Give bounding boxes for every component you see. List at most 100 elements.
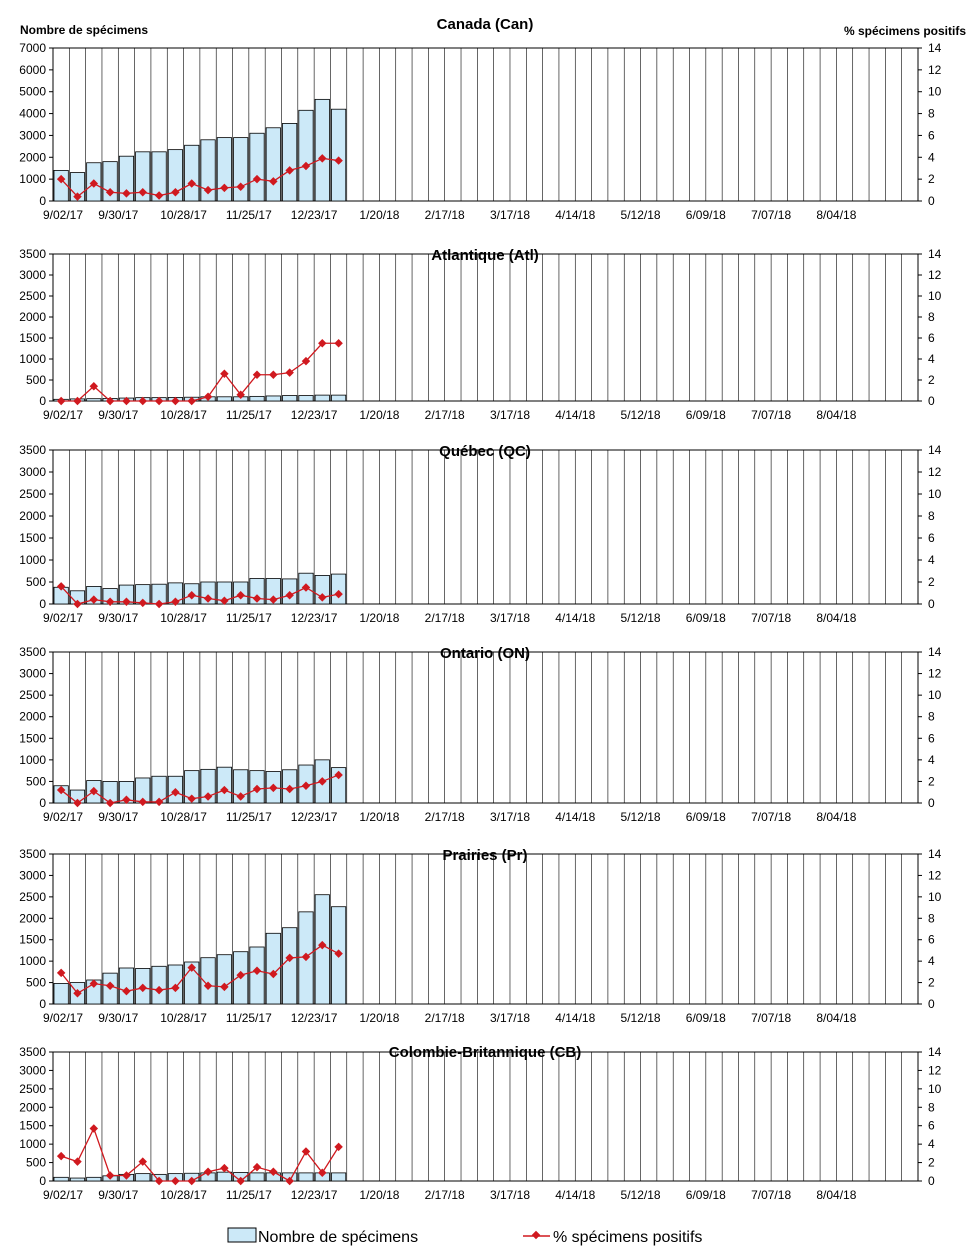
x-tick-label: 5/12/18 <box>621 1011 661 1025</box>
positivity-marker <box>269 1167 278 1177</box>
x-tick-label: 4/14/18 <box>555 1011 595 1025</box>
positivity-marker <box>203 392 213 402</box>
y2-tick-label: 6 <box>928 933 935 947</box>
bar <box>233 137 249 202</box>
x-tick-label: 1/20/18 <box>359 611 399 625</box>
x-tick-label: 9/30/17 <box>98 1188 138 1202</box>
x-tick-label: 6/09/18 <box>686 611 726 625</box>
x-tick-label: 3/17/18 <box>490 611 530 625</box>
y-tick-label: 2500 <box>19 289 46 303</box>
y-tick-label: 3000 <box>19 268 46 282</box>
positivity-marker <box>334 770 343 780</box>
positivity-marker <box>301 583 311 592</box>
x-tick-label: 7/07/18 <box>751 1188 791 1202</box>
y-tick-label: 1500 <box>19 331 46 345</box>
x-tick-label: 12/23/17 <box>291 611 338 625</box>
x-tick-label: 9/02/17 <box>43 408 83 422</box>
x-tick-label: 9/30/17 <box>98 208 138 222</box>
positivity-marker <box>334 339 343 348</box>
positivity-marker <box>56 174 66 184</box>
y2-tick-label: 14 <box>928 645 942 659</box>
bar <box>200 139 216 202</box>
x-tick-label: 12/23/17 <box>291 408 338 422</box>
chart-title: Atlantique (Atl) <box>431 247 538 264</box>
bar <box>249 946 265 1005</box>
bar <box>282 927 298 1005</box>
bar <box>167 149 183 202</box>
bar <box>249 395 265 402</box>
y2-tick-label: 14 <box>928 247 942 261</box>
y2-tick-label: 2 <box>928 774 935 788</box>
bar <box>298 1172 314 1182</box>
y-tick-label: 5000 <box>19 85 46 99</box>
x-tick-label: 7/07/18 <box>751 1011 791 1025</box>
legend-line-label: % spécimens positifs <box>553 1229 702 1246</box>
x-tick-label: 2/17/18 <box>425 810 465 824</box>
bar <box>331 394 347 402</box>
positivity-marker <box>171 188 180 197</box>
y2-tick-label: 6 <box>928 731 935 745</box>
bar <box>265 395 281 402</box>
positivity-marker <box>334 1142 343 1152</box>
x-tick-label: 9/02/17 <box>43 208 83 222</box>
positivity-marker <box>301 161 311 171</box>
bar <box>135 151 151 202</box>
plot-frame <box>52 253 919 402</box>
x-tick-label: 12/23/17 <box>291 1011 338 1025</box>
x-tick-label: 9/02/17 <box>43 1011 83 1025</box>
x-tick-label: 7/07/18 <box>751 208 791 222</box>
chart-title: Ontario (ON) <box>440 645 530 662</box>
y2-tick-label: 4 <box>928 753 935 767</box>
x-tick-label: 11/25/17 <box>226 408 272 422</box>
positivity-marker <box>122 396 131 406</box>
bar <box>118 155 135 202</box>
charts: Canada (Can)0100020003000400050006000700… <box>19 16 941 1202</box>
y2-tick-label: 8 <box>928 1100 935 1114</box>
plot-frame <box>52 651 919 804</box>
positivity-marker <box>301 1147 311 1156</box>
bar <box>86 1176 102 1182</box>
positivity-marker <box>105 396 115 406</box>
y-tick-label: 1000 <box>19 954 46 968</box>
x-tick-label: 1/20/18 <box>359 208 399 222</box>
x-tick-label: 12/23/17 <box>291 208 338 222</box>
y2-tick-label: 12 <box>928 465 942 479</box>
positivity-marker <box>269 177 278 186</box>
bar <box>282 123 298 202</box>
y2-tick-label: 2 <box>928 575 935 589</box>
x-tick-label: 4/14/18 <box>555 1188 595 1202</box>
positivity-marker <box>318 339 327 348</box>
y-tick-label: 3500 <box>19 1045 46 1059</box>
x-tick-label: 10/28/17 <box>160 1011 207 1025</box>
y2-tick-label: 12 <box>928 63 942 77</box>
y-tick-label: 2000 <box>19 1100 46 1114</box>
x-tick-label: 7/07/18 <box>751 611 791 625</box>
y-tick-label: 0 <box>39 597 46 611</box>
positivity-marker <box>154 191 164 200</box>
x-tick-label: 3/17/18 <box>490 208 530 222</box>
y2-tick-label: 10 <box>928 487 942 501</box>
x-tick-label: 10/28/17 <box>160 1188 207 1202</box>
y-tick-label: 1000 <box>19 553 46 567</box>
positivity-marker <box>56 1151 66 1161</box>
x-tick-label: 6/09/18 <box>686 408 726 422</box>
plot-frame <box>52 853 919 1005</box>
y-tick-label: 1500 <box>19 933 46 947</box>
bar <box>298 395 314 402</box>
positivity-marker <box>203 185 213 195</box>
y-tick-label: 0 <box>39 394 46 408</box>
x-tick-label: 2/17/18 <box>425 611 465 625</box>
y-tick-label: 3000 <box>19 868 46 882</box>
y2-tick-label: 6 <box>928 531 935 545</box>
bar <box>265 932 281 1005</box>
positivity-marker <box>334 156 343 165</box>
bar <box>184 770 200 804</box>
y-tick-label: 1000 <box>19 172 46 186</box>
bar <box>265 127 281 202</box>
y2-tick-label: 4 <box>928 352 935 366</box>
x-tick-label: 12/23/17 <box>291 810 338 824</box>
x-tick-label: 1/20/18 <box>359 810 399 824</box>
positivity-marker <box>318 154 327 163</box>
x-tick-label: 9/30/17 <box>98 408 138 422</box>
y2-tick-label: 2 <box>928 1156 935 1170</box>
